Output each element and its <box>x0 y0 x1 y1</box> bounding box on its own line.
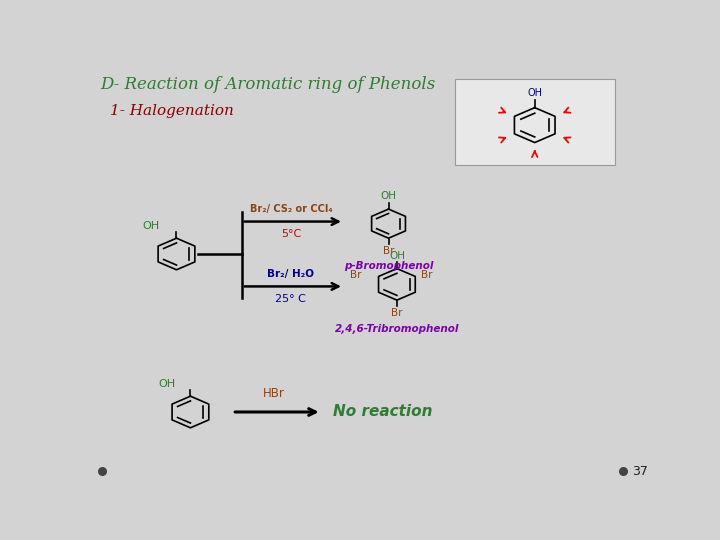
Text: Br: Br <box>383 246 395 256</box>
Text: D- Reaction of Aromatic ring of Phenols: D- Reaction of Aromatic ring of Phenols <box>100 77 436 93</box>
Text: Br₂/ CS₂ or CCl₄: Br₂/ CS₂ or CCl₄ <box>250 205 332 214</box>
Text: 5°C: 5°C <box>281 229 301 239</box>
Text: OH: OH <box>381 191 397 201</box>
Text: OH: OH <box>143 221 160 231</box>
FancyBboxPatch shape <box>456 79 615 165</box>
Text: 2,4,6-Tribromophenol: 2,4,6-Tribromophenol <box>335 324 459 334</box>
Text: HBr: HBr <box>264 387 285 400</box>
Text: p-Bromophenol: p-Bromophenol <box>344 261 433 271</box>
Text: OH: OH <box>389 251 405 261</box>
Text: No reaction: No reaction <box>333 404 432 420</box>
Text: 37: 37 <box>632 465 648 478</box>
Text: Br: Br <box>391 308 402 318</box>
Text: 1- Halogenation: 1- Halogenation <box>109 104 233 118</box>
Text: Br: Br <box>421 270 432 280</box>
Text: OH: OH <box>158 379 176 389</box>
Text: 25° C: 25° C <box>276 294 306 304</box>
Text: Br₂/ H₂O: Br₂/ H₂O <box>267 269 315 279</box>
Text: Br: Br <box>351 270 361 280</box>
Text: OH: OH <box>527 89 542 98</box>
